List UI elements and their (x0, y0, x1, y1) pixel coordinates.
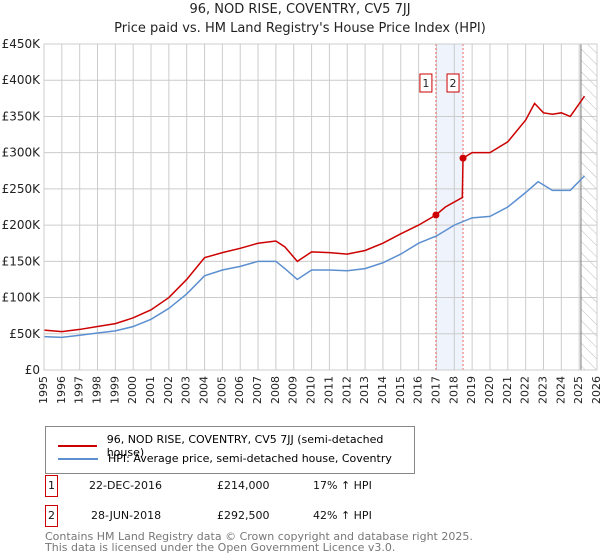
sale-point (459, 154, 467, 162)
x-tick-label: 2026 (590, 376, 600, 404)
sale-period-shade (435, 44, 464, 370)
y-tick-label: £450K (2, 37, 42, 51)
y-tick-label: £150K (2, 254, 42, 268)
x-tick-label: 2025 (572, 376, 585, 404)
footer-line: This data is licensed under the Open Gov… (45, 541, 396, 554)
x-tick-label: 2022 (519, 376, 532, 404)
y-tick-label: £400K (2, 73, 42, 87)
x-tick-label: 2018 (447, 376, 460, 404)
y-tick-label: £250K (2, 182, 42, 196)
plot-area: 1995 1996 1997 1998 1999 2000 2001 2002 2003 2004… (2, 37, 600, 404)
x-tick-label: 2000 (126, 376, 139, 404)
sale-marker-box: 1 (45, 475, 58, 497)
x-tick-label: 2003 (180, 376, 193, 404)
x-tick-label: 2019 (465, 376, 478, 404)
x-tick-label: 2008 (269, 376, 282, 404)
legend: 96, NOD RISE, COVENTRY, CV5 7JJ (semi-de… (45, 426, 415, 474)
y-tick-label: £0 (25, 363, 40, 377)
x-tick-label: 1996 (55, 376, 68, 404)
footer: Contains HM Land Registry data © Crown c… (45, 531, 473, 553)
x-tick-label: 2007 (251, 376, 264, 404)
series-line (43, 175, 586, 339)
x-tick-label: 2021 (501, 376, 514, 404)
y-tick-label: £50K (9, 327, 41, 341)
x-tick-label: 2004 (198, 376, 211, 404)
x-tick-label: 2005 (215, 376, 228, 404)
x-tick-label: 2009 (287, 376, 300, 404)
sale-label: 1 (422, 77, 429, 90)
forecast-hatch (580, 44, 597, 370)
x-tick-label: 1998 (91, 376, 104, 404)
sale-label: 2 (450, 77, 457, 90)
x-tick-label: 2017 (429, 376, 442, 404)
x-tick-label: 2020 (483, 376, 496, 404)
legend-swatch-red (58, 445, 97, 447)
x-tick-label: 2011 (322, 376, 335, 404)
sale-label-box (419, 73, 433, 93)
sale-price: £292,500 (217, 509, 270, 522)
x-tick-label: 1997 (73, 376, 86, 404)
sale-point (432, 211, 440, 219)
chart-title: 96, NOD RISE, COVENTRY, CV5 7JJ (189, 2, 411, 17)
sale-row: 2 28-JUN-2018 £292,500 42% ↑ HPI (45, 505, 445, 527)
x-tick-label: 1995 (37, 376, 50, 404)
sale-date: 28-JUN-2018 (91, 509, 162, 522)
sale-row: 1 22-DEC-2016 £214,000 17% ↑ HPI (45, 475, 445, 497)
x-tick-label: 2002 (162, 376, 175, 404)
y-tick-label: £350K (2, 109, 42, 123)
sale-hpi: 42% ↑ HPI (313, 509, 372, 522)
plot-border (43, 43, 598, 371)
x-tick-label: 1999 (108, 376, 121, 404)
legend-label: 96, NOD RISE, COVENTRY, CV5 7JJ (semi-de… (106, 433, 384, 459)
y-tick-label: £100K (2, 291, 42, 305)
sale-marker-box: 2 (45, 505, 58, 527)
x-tick-label: 2024 (554, 376, 567, 404)
x-tick-label: 2013 (358, 376, 371, 404)
sale-price: £214,000 (217, 479, 270, 492)
x-tick-label: 2016 (412, 376, 425, 404)
y-tick-label: £200K (2, 218, 42, 232)
sale-hpi: 17% ↑ HPI (313, 479, 372, 492)
x-tick-label: 2001 (144, 376, 157, 404)
x-tick-label: 2012 (340, 376, 353, 404)
sale-date: 22-DEC-2016 (89, 479, 163, 492)
legend-swatch-blue (58, 457, 98, 460)
chart-subtitle: Price paid vs. HM Land Registry's House … (114, 21, 486, 36)
sale-label-box (446, 73, 460, 93)
footer-line: Contains HM Land Registry data © Crown c… (45, 530, 473, 543)
x-tick-label: 2014 (376, 376, 389, 404)
x-tick-label: 2010 (305, 376, 318, 404)
x-tick-label: 2023 (536, 376, 549, 404)
legend-label: HPI: Average price, semi-detached house,… (108, 452, 392, 465)
series-line (43, 95, 586, 333)
x-tick-label: 2015 (394, 376, 407, 404)
y-tick-label: £300K (2, 146, 42, 160)
x-tick-label: 2006 (233, 376, 246, 404)
